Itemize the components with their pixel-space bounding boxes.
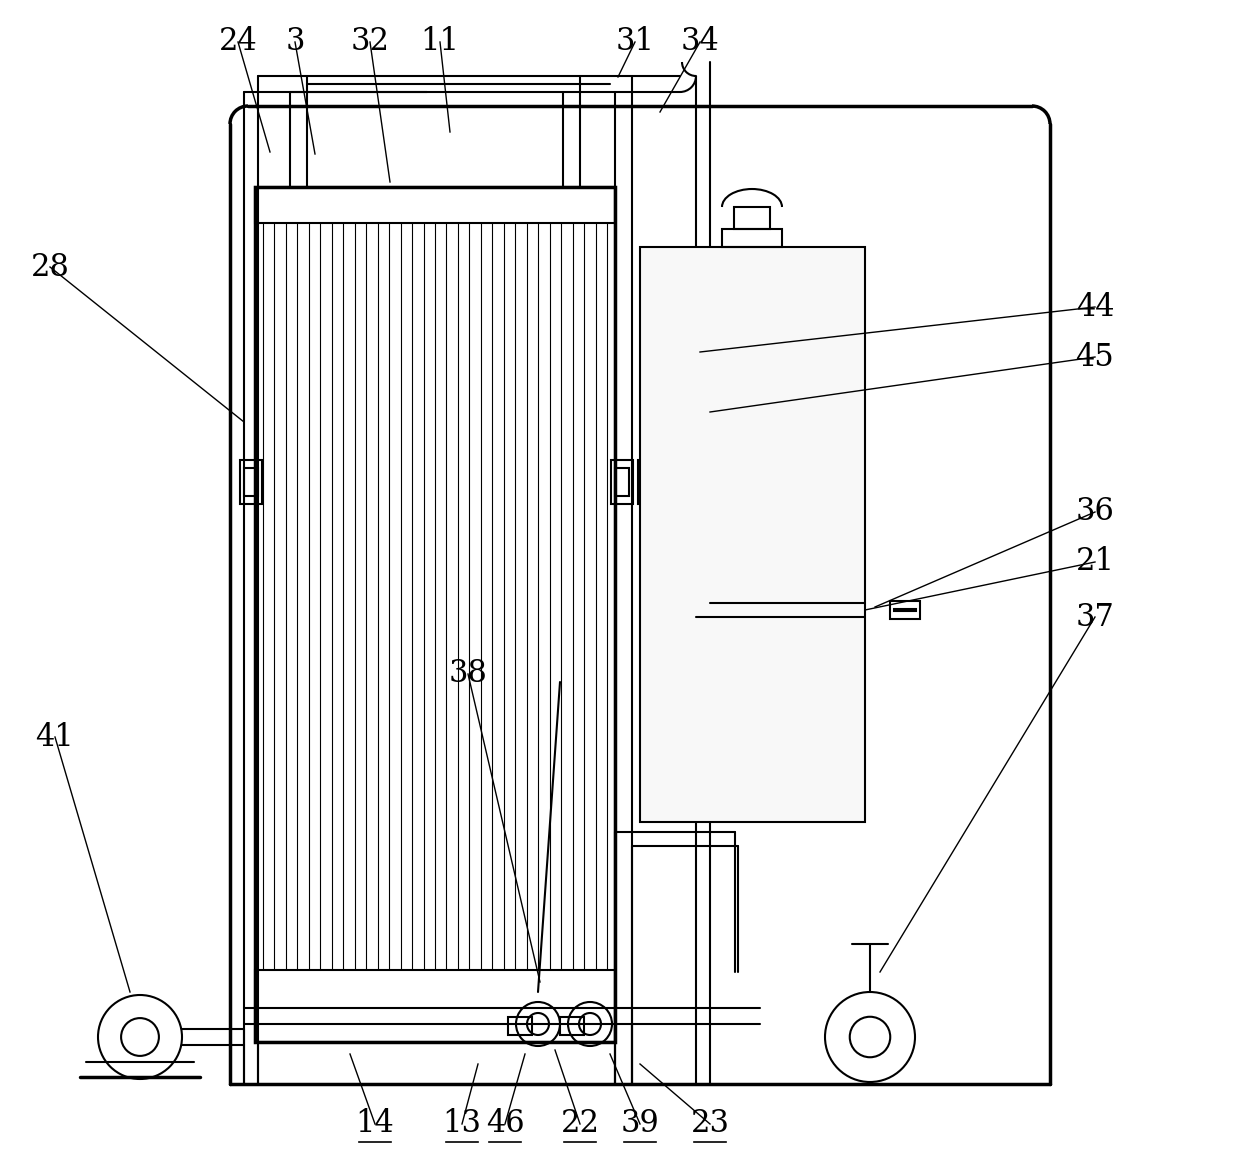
Text: 28: 28 bbox=[31, 252, 69, 282]
Bar bbox=[696, 468, 711, 496]
Bar bbox=[255, 970, 615, 1042]
Bar bbox=[734, 207, 770, 229]
Text: 37: 37 bbox=[1075, 601, 1115, 633]
Text: 36: 36 bbox=[1075, 497, 1115, 527]
Bar bbox=[611, 459, 632, 504]
Text: 31: 31 bbox=[615, 27, 655, 57]
Text: 46: 46 bbox=[486, 1109, 525, 1139]
Bar bbox=[241, 459, 262, 504]
Text: 11: 11 bbox=[420, 27, 460, 57]
Bar bbox=[244, 468, 258, 496]
Bar bbox=[615, 468, 629, 496]
Text: 23: 23 bbox=[691, 1109, 729, 1139]
Bar bbox=[508, 1017, 532, 1035]
Text: 13: 13 bbox=[443, 1109, 481, 1139]
Bar bbox=[722, 229, 782, 247]
Text: 45: 45 bbox=[1075, 341, 1115, 373]
Bar bbox=[890, 601, 920, 619]
Bar bbox=[642, 468, 656, 496]
Bar bbox=[894, 609, 916, 611]
Text: 32: 32 bbox=[351, 27, 389, 57]
Text: 14: 14 bbox=[356, 1109, 394, 1139]
Text: 3: 3 bbox=[285, 27, 305, 57]
Text: 44: 44 bbox=[1076, 292, 1115, 322]
Text: 34: 34 bbox=[681, 27, 719, 57]
Bar bbox=[255, 188, 615, 223]
Bar bbox=[692, 459, 714, 504]
Text: 38: 38 bbox=[449, 659, 487, 689]
Bar bbox=[640, 247, 866, 822]
Text: 41: 41 bbox=[36, 722, 74, 752]
Text: 39: 39 bbox=[621, 1109, 660, 1139]
Bar bbox=[560, 1017, 584, 1035]
Text: 24: 24 bbox=[218, 27, 258, 57]
Bar bbox=[639, 459, 660, 504]
Bar bbox=[255, 188, 615, 1042]
Text: 22: 22 bbox=[560, 1109, 599, 1139]
Text: 21: 21 bbox=[1075, 546, 1115, 578]
